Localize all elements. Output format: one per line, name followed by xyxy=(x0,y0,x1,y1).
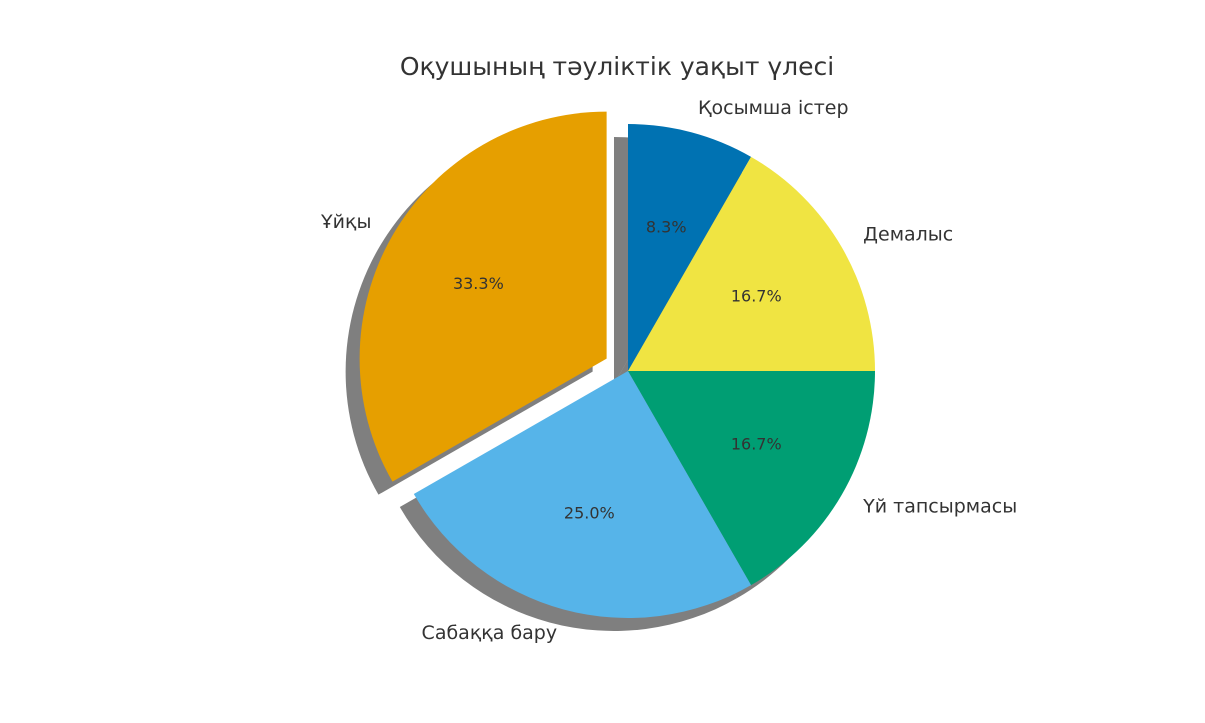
percent-label: 8.3% xyxy=(646,217,687,236)
pie-slice xyxy=(628,124,752,371)
pie-slice xyxy=(628,371,875,586)
pie-slice xyxy=(413,371,752,618)
percent-label: 16.7% xyxy=(731,286,782,305)
slice-label: Демалыс xyxy=(863,223,953,245)
slice-label: Үй тапсырмасы xyxy=(862,496,1017,518)
slice-label: Ұйқы xyxy=(320,211,371,233)
slice-label: Сабаққа бару xyxy=(422,622,558,644)
percent-label: 33.3% xyxy=(453,274,504,293)
percent-label: 25.0% xyxy=(564,504,615,523)
pie-slice xyxy=(628,156,875,371)
percent-label: 16.7% xyxy=(731,435,782,454)
chart-title: Оқушының тәуліктік уақыт үлесі xyxy=(400,52,834,81)
slice-label: Қосымша істер xyxy=(698,97,849,119)
pie-slice xyxy=(359,111,607,482)
